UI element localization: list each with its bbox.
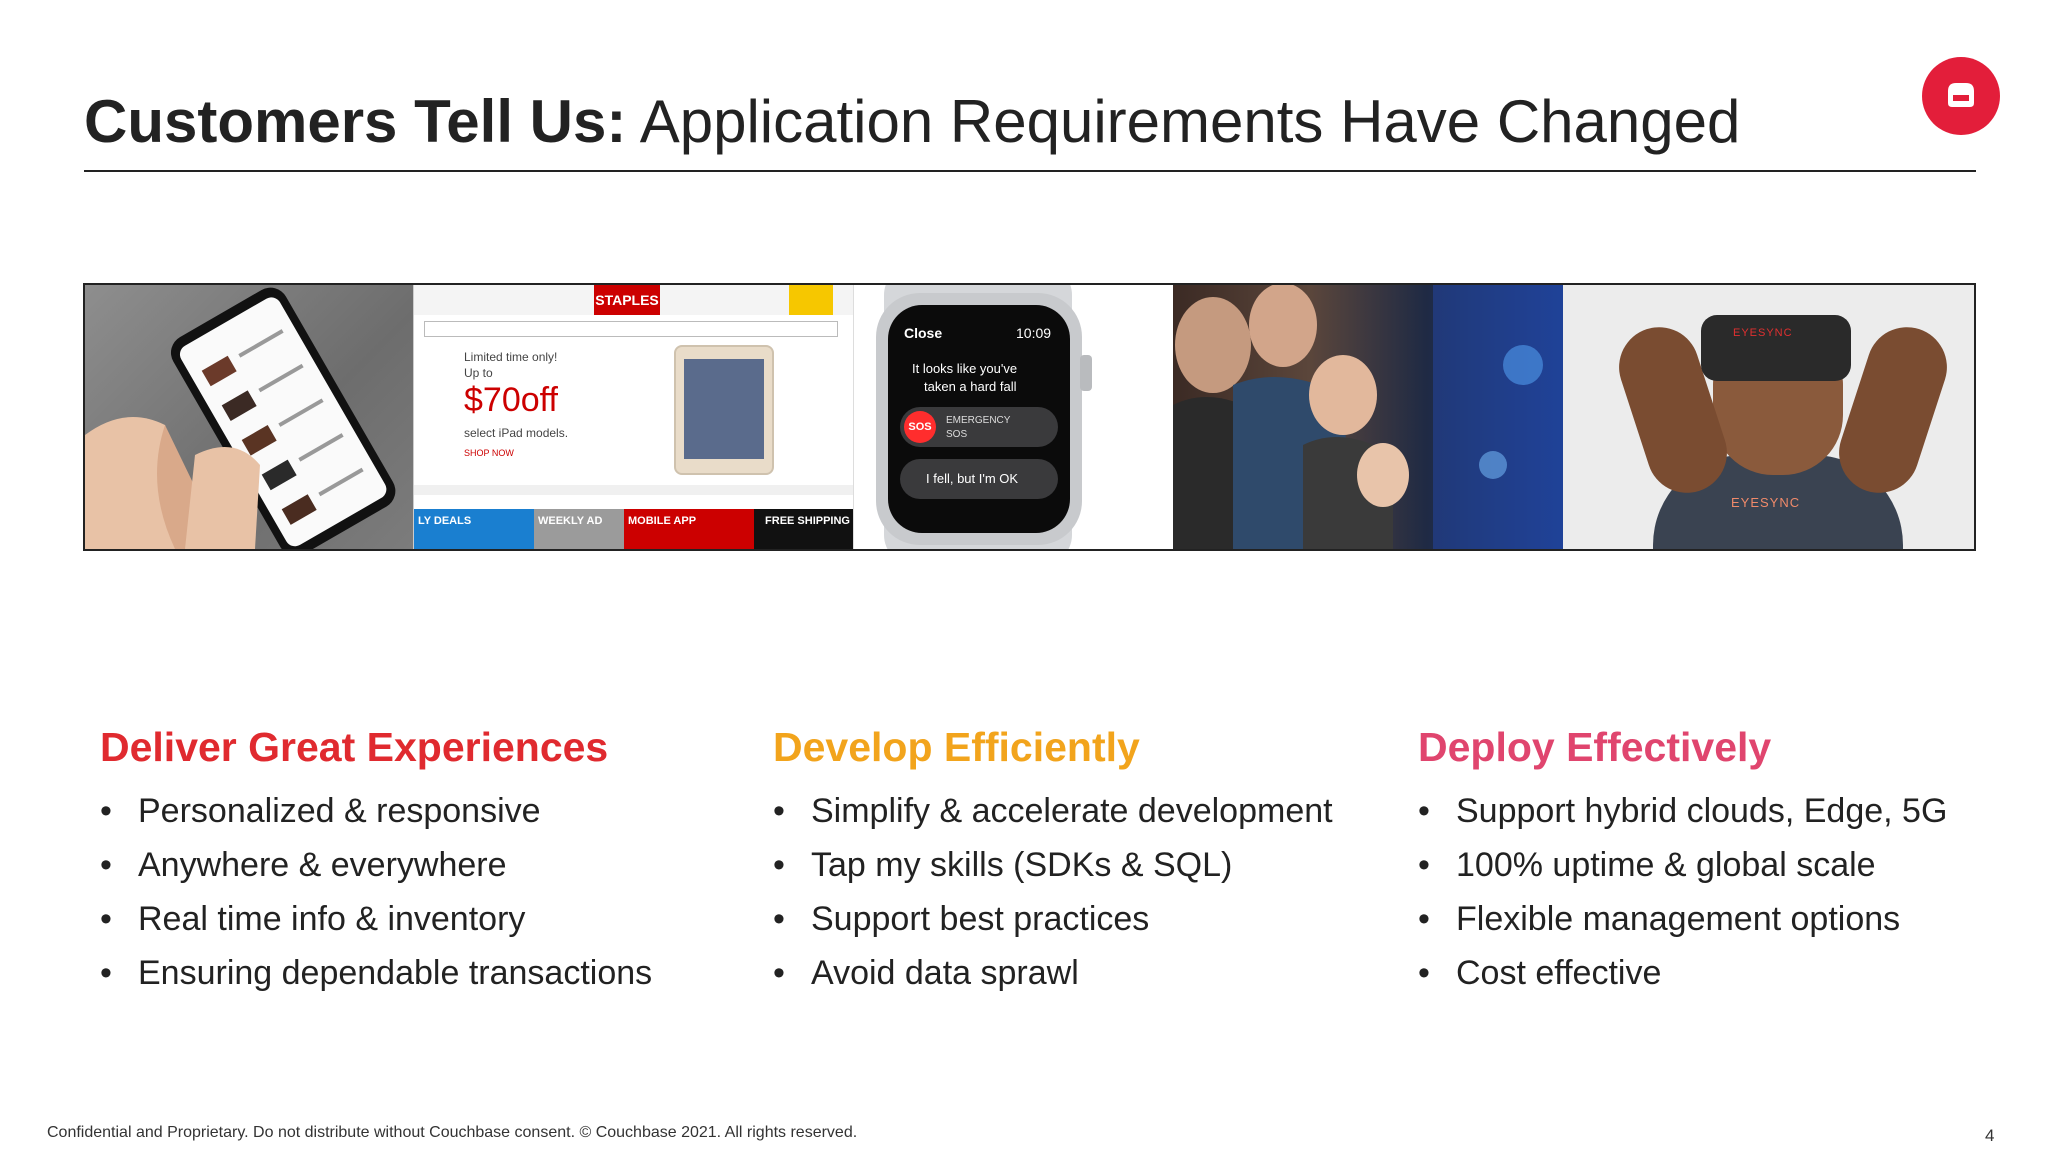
list-item: Personalized & responsive bbox=[100, 784, 652, 838]
list-item: Real time info & inventory bbox=[100, 892, 652, 946]
tab-weekly-ad: WEEKLY AD bbox=[534, 509, 624, 549]
sos-badge: SOS bbox=[904, 411, 936, 443]
watch-time: 10:09 bbox=[1016, 325, 1052, 341]
title-divider bbox=[84, 170, 1976, 172]
emergency-line-1: EMERGENCY bbox=[946, 415, 1011, 426]
family-photo bbox=[1173, 285, 1563, 549]
column-heading: Deploy Effectively bbox=[1418, 724, 1772, 770]
vr-headset bbox=[1701, 315, 1851, 381]
list-item: Tap my skills (SDKs & SQL) bbox=[773, 838, 1333, 892]
list-item: Cost effective bbox=[1418, 946, 1947, 1000]
column-heading: Develop Efficiently bbox=[773, 724, 1140, 770]
tab-deals: LY DEALS bbox=[414, 509, 534, 549]
list-item: Ensuring dependable transactions bbox=[100, 946, 652, 1000]
staples-brand: STAPLES bbox=[594, 285, 660, 315]
slide-title-rest: Application Requirements Have Changed bbox=[626, 88, 1741, 155]
list-item: 100% uptime & global scale bbox=[1418, 838, 1947, 892]
column-deliver: Deliver Great Experiences Personalized &… bbox=[100, 722, 652, 1000]
couchbase-logo-icon bbox=[1922, 57, 2000, 135]
headset-label: EYESYNC bbox=[1733, 327, 1793, 339]
column-develop: Develop Efficiently Simplify & accelerat… bbox=[773, 722, 1333, 1000]
emergency-line-2: SOS bbox=[946, 429, 968, 440]
list-item: Support best practices bbox=[773, 892, 1333, 946]
bullet-list: Support hybrid clouds, Edge, 5G 100% upt… bbox=[1418, 784, 1947, 1000]
watch-screen: Close 10:09 It looks like you've taken a… bbox=[888, 305, 1070, 533]
list-item: Flexible management options bbox=[1418, 892, 1947, 946]
watch-close: Close bbox=[904, 325, 943, 341]
phone-shopping-photo bbox=[85, 285, 413, 549]
watch-crown bbox=[1080, 355, 1092, 391]
staples-search-box bbox=[424, 321, 838, 337]
bullet-list: Simplify & accelerate development Tap my… bbox=[773, 784, 1333, 1000]
column-deploy: Deploy Effectively Support hybrid clouds… bbox=[1418, 722, 1947, 1000]
family-illustration bbox=[1173, 285, 1563, 549]
staples-promo: Limited time only! Up to bbox=[464, 349, 557, 381]
image-strip: STAPLES Limited time only! Up to $70off … bbox=[83, 283, 1976, 551]
watch-message-2: taken a hard fall bbox=[924, 379, 1017, 394]
bullet-list: Personalized & responsive Anywhere & eve… bbox=[100, 784, 652, 1000]
promo-line-3: select iPad models. bbox=[464, 426, 569, 440]
vr-headset-photo: EYESYNC EYESYNC bbox=[1563, 285, 1974, 549]
watch-ok-pill: I fell, but I'm OK bbox=[900, 459, 1058, 499]
promo-cta: SHOP NOW bbox=[464, 448, 514, 458]
staples-tabs: LY DEALS WEEKLY AD MOBILE APP FREE SHIPP… bbox=[414, 509, 854, 549]
tab-mobile-app: MOBILE APP bbox=[624, 509, 754, 549]
promo-line-2: Up to bbox=[464, 366, 493, 380]
page-number: 4 bbox=[1985, 1126, 1995, 1145]
shirt-label: EYESYNC bbox=[1731, 495, 1801, 510]
smartwatch-photo: Close 10:09 It looks like you've taken a… bbox=[853, 285, 1174, 549]
promo-price: $70off bbox=[464, 381, 558, 419]
slide-title-bold: Customers Tell Us: bbox=[84, 88, 627, 155]
ipad-image bbox=[674, 345, 774, 475]
staples-website-photo: STAPLES Limited time only! Up to $70off … bbox=[413, 285, 854, 549]
list-item: Simplify & accelerate development bbox=[773, 784, 1333, 838]
staples-ribbon bbox=[414, 485, 854, 495]
logo-glyph-icon bbox=[1948, 83, 1974, 107]
hand-phone-illustration bbox=[85, 287, 396, 549]
footer-disclaimer: Confidential and Proprietary. Do not dis… bbox=[47, 1124, 858, 1141]
tab-free-shipping: FREE SHIPPING bbox=[754, 509, 854, 549]
watch-message-1: It looks like you've bbox=[912, 361, 1018, 376]
promo-line-1: Limited time only! bbox=[464, 350, 558, 364]
list-item: Anywhere & everywhere bbox=[100, 838, 652, 892]
cart-icon bbox=[789, 285, 833, 315]
watch-emergency-pill: SOS EMERGENCY SOS bbox=[900, 407, 1058, 447]
list-item: Support hybrid clouds, Edge, 5G bbox=[1418, 784, 1947, 838]
column-heading: Deliver Great Experiences bbox=[100, 724, 609, 770]
slide-title: Customers Tell Us: Application Requireme… bbox=[84, 86, 1740, 158]
list-item: Avoid data sprawl bbox=[773, 946, 1333, 1000]
watch-ok-button: I fell, but I'm OK bbox=[926, 471, 1019, 486]
